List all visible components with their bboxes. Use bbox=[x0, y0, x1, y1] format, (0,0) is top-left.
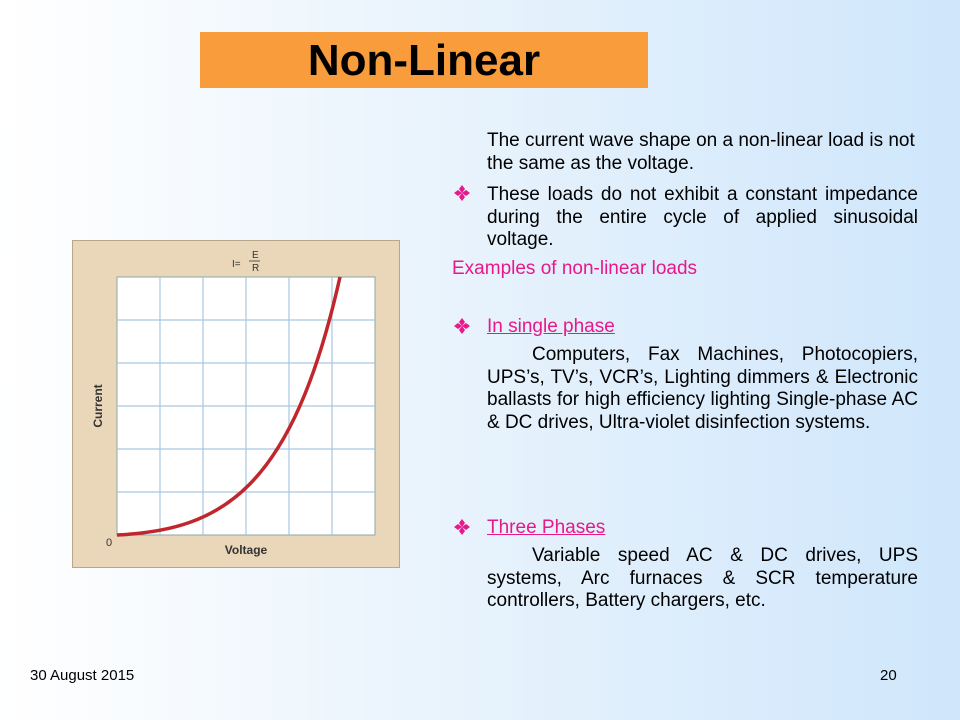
section-text: Variable speed AC & DC drives, UPS syste… bbox=[487, 545, 918, 611]
footer-date: 30 August 2015 bbox=[30, 667, 135, 684]
formula-denominator: R bbox=[252, 263, 259, 274]
figure: I= E R Current Voltage 0 bbox=[72, 240, 400, 568]
origin-label: 0 bbox=[106, 537, 112, 549]
title: Non-Linear bbox=[307, 36, 541, 85]
formula-lhs: I= bbox=[232, 259, 241, 270]
formula-numerator: E bbox=[252, 250, 259, 261]
bullet-icon bbox=[454, 519, 470, 535]
section-text: Computers, Fax Machines, Photocopiers, U… bbox=[487, 344, 918, 433]
title-box bbox=[200, 32, 648, 88]
bullet-icon bbox=[454, 185, 470, 201]
intro: The current wave shape on a non-linear l… bbox=[487, 130, 915, 174]
bullet-text: These loads do not exhibit a constant im… bbox=[487, 184, 918, 250]
grid bbox=[117, 277, 375, 535]
x-axis-label: Voltage bbox=[225, 543, 268, 557]
examples-heading: Examples of non-linear loads bbox=[452, 258, 698, 279]
y-axis-label: Current bbox=[91, 384, 105, 427]
section-heading: In single phase bbox=[487, 316, 615, 337]
curve bbox=[116, 276, 342, 537]
bullet-icon bbox=[454, 318, 470, 334]
section-heading: Three Phases bbox=[487, 517, 606, 538]
page-number: 20 bbox=[880, 667, 897, 684]
